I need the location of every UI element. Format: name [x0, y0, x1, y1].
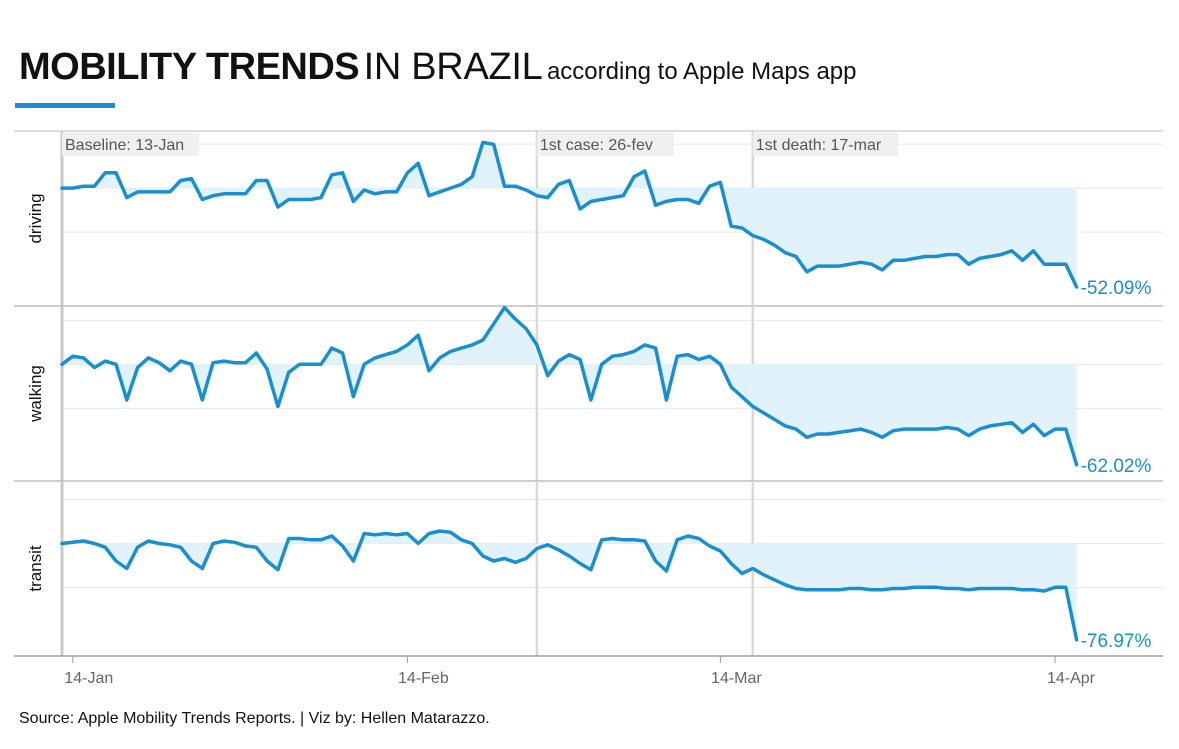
- annotation-label: 1st death: 17-mar: [756, 137, 882, 154]
- title-bold: MOBILITY TRENDS: [19, 46, 360, 88]
- x-tick-label: 14-Apr: [1047, 670, 1096, 687]
- title-accent-bar: [15, 103, 115, 108]
- annotation-label-bg: [752, 133, 899, 156]
- panel-transit: -76.97% transit: [14, 481, 1163, 657]
- chart-title: MOBILITY TRENDS IN BRAZIL according to A…: [19, 46, 857, 89]
- x-tick-label: 14-Jan: [64, 670, 113, 687]
- series-line-transit: [60, 529, 1079, 642]
- end-value-label: -76.97%: [1081, 631, 1152, 652]
- annotation-label-bg: [536, 133, 675, 156]
- panel-label-driving: driving: [26, 193, 45, 243]
- source-note: Source: Apple Mobility Trends Reports. |…: [19, 710, 490, 727]
- area-fill-transit: [62, 531, 1077, 640]
- area-fill-walking: [62, 307, 1077, 465]
- panel-walking: -62.02% walking: [14, 305, 1163, 482]
- annotation-label: Baseline: 13-Jan: [65, 137, 184, 154]
- annotation-label: 1st case: 26-fev: [540, 137, 653, 154]
- x-tick-label: 14-Feb: [398, 670, 449, 687]
- panel-label-transit: transit: [26, 545, 45, 592]
- series-line-driving: [60, 140, 1079, 289]
- area-fill-driving: [62, 142, 1077, 287]
- title-normal: IN BRAZIL: [363, 46, 543, 88]
- panel-label-walking: walking: [26, 365, 45, 423]
- end-value-label: -52.09%: [1081, 278, 1152, 299]
- annotation-label-bg: [62, 133, 200, 156]
- panel-driving: -52.09% driving: [14, 131, 1163, 307]
- series-line-walking: [60, 305, 1079, 467]
- end-value-label: -62.02%: [1081, 456, 1152, 477]
- title-subtitle: according to Apple Maps app: [546, 58, 857, 85]
- x-tick-label: 14-Mar: [711, 670, 762, 687]
